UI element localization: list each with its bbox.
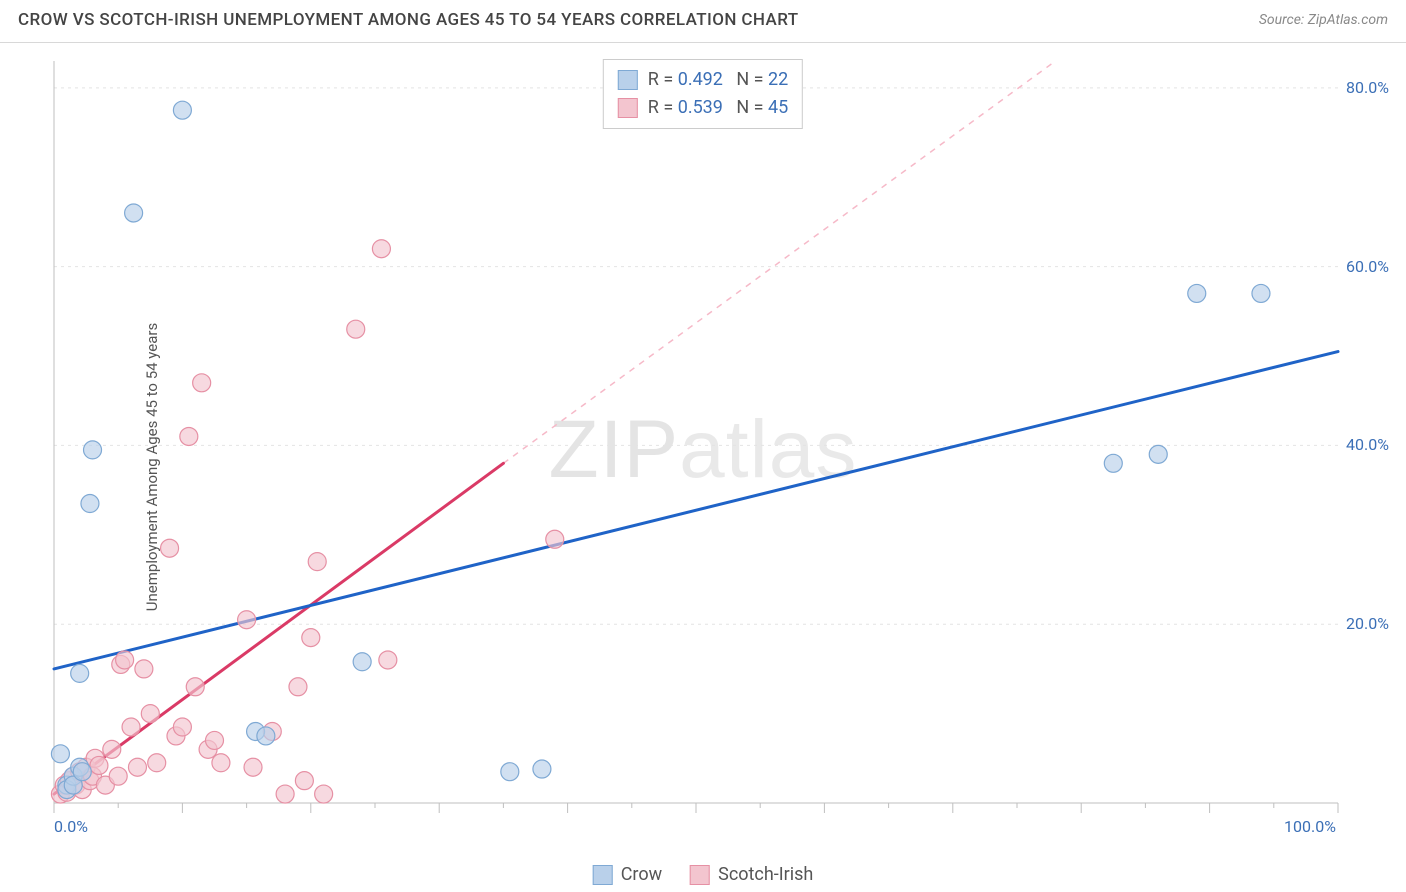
chart-area: Unemployment Among Ages 45 to 54 years Z… — [0, 43, 1406, 891]
chart-source: Source: ZipAtlas.com — [1259, 12, 1388, 28]
y-tick-label: 60.0% — [1346, 257, 1389, 276]
legend-stats: R = 0.539 N = 45 — [648, 94, 788, 122]
scatter-plot — [48, 51, 1398, 841]
y-tick-label: 20.0% — [1346, 614, 1389, 633]
series-legend-label: Scotch-Irish — [718, 864, 813, 885]
legend-swatch — [690, 865, 710, 885]
series-legend-item: Scotch-Irish — [690, 864, 813, 885]
y-tick-label: 40.0% — [1346, 435, 1389, 454]
x-tick-label: 100.0% — [1284, 817, 1336, 836]
correlation-legend-row: R = 0.539 N = 45 — [618, 94, 788, 122]
series-legend-label: Crow — [621, 864, 662, 885]
y-tick-label: 80.0% — [1346, 78, 1389, 97]
chart-title: CROW VS SCOTCH-IRISH UNEMPLOYMENT AMONG … — [18, 10, 798, 30]
legend-swatch — [593, 865, 613, 885]
correlation-legend-row: R = 0.492 N = 22 — [618, 66, 788, 94]
chart-header: CROW VS SCOTCH-IRISH UNEMPLOYMENT AMONG … — [0, 0, 1406, 43]
x-tick-label: 0.0% — [54, 817, 88, 836]
legend-swatch — [618, 70, 638, 90]
legend-swatch — [618, 98, 638, 118]
correlation-legend: R = 0.492 N = 22R = 0.539 N = 45 — [603, 59, 803, 129]
legend-stats: R = 0.492 N = 22 — [648, 66, 788, 94]
series-legend-item: Crow — [593, 864, 662, 885]
series-legend: Crow Scotch-Irish — [593, 864, 814, 885]
